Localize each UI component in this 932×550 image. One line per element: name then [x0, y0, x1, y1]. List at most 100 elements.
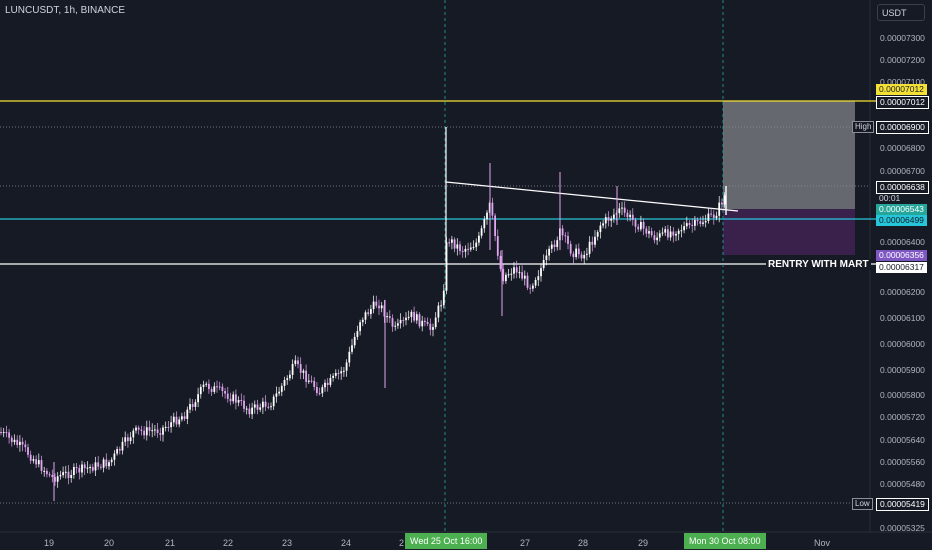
candle-body: [640, 221, 642, 230]
candle-body: [696, 220, 699, 222]
candle-body: [302, 370, 305, 373]
candle-body: [426, 321, 429, 324]
candle-body: [667, 229, 669, 238]
candle-body: [226, 393, 229, 399]
candle-body: [100, 466, 102, 468]
candle-body: [75, 467, 78, 469]
candle-body: [21, 441, 24, 445]
candle-body: [232, 394, 235, 402]
candle-body: [405, 317, 407, 321]
candle-body: [367, 312, 370, 314]
candle-body: [691, 224, 694, 226]
candle-body: [108, 462, 110, 467]
candle-body: [372, 301, 375, 310]
candle-body: [661, 232, 664, 234]
candle-body: [721, 202, 723, 205]
candle-body: [337, 373, 340, 374]
candle-body: [353, 336, 356, 346]
candle-body: [264, 401, 267, 407]
price-tick: 0.00006200: [880, 287, 925, 297]
candle-body: [27, 447, 29, 455]
candle-body: [394, 325, 397, 327]
candle-body: [67, 471, 70, 478]
candle-body: [413, 311, 415, 321]
candle-body: [62, 472, 64, 476]
candle-body: [575, 248, 577, 257]
candle-body: [664, 229, 667, 233]
candle-body: [580, 254, 583, 259]
candle-body: [453, 239, 456, 249]
candle-body: [529, 287, 532, 289]
candle-body: [186, 409, 189, 419]
candle-body: [629, 214, 631, 218]
candle-body: [577, 248, 580, 255]
symbol-title[interactable]: LUNCUSDT, 1h, BINANCE: [5, 5, 126, 16]
candle-body: [59, 475, 62, 477]
candle-body: [205, 383, 208, 385]
candle-body: [56, 476, 59, 482]
candle-body: [478, 235, 480, 243]
candle-body: [278, 391, 280, 394]
candle-body: [210, 389, 213, 392]
candle-body: [383, 305, 386, 317]
candle-body: [199, 386, 202, 395]
candle-body: [712, 214, 715, 218]
candle-body: [537, 276, 540, 281]
candle-body: [10, 437, 13, 443]
candle-body: [332, 375, 334, 378]
candle-body: [8, 432, 10, 438]
date-tick: 22: [223, 538, 234, 548]
candle-body: [380, 305, 383, 309]
price-tick: 0.00005900: [880, 365, 925, 375]
price-tick: 0.00005640: [880, 435, 925, 445]
candle-body: [129, 437, 132, 441]
candle-body: [305, 370, 307, 382]
reentry-annotation[interactable]: RENTRY WITH MART: [766, 259, 871, 270]
candle-body: [81, 464, 83, 473]
candle-body: [621, 207, 623, 209]
candle-body: [442, 290, 445, 306]
candle-body: [124, 437, 127, 442]
crosshair-date-right: Mon 30 Oct 08:00: [684, 533, 766, 549]
candle-body: [464, 248, 467, 252]
candle-body: [197, 394, 199, 403]
candle-body: [685, 223, 688, 227]
candle-body: [418, 314, 421, 327]
candle-body: [170, 422, 172, 428]
candle-body: [683, 226, 685, 231]
candle-body: [548, 248, 550, 256]
candle-body: [178, 419, 181, 425]
candle-body: [291, 363, 294, 375]
candle-body: [553, 244, 556, 247]
candle-body: [348, 351, 351, 363]
candle-body: [243, 400, 245, 409]
candle-body: [491, 202, 494, 216]
purple-zone-price-tag: 0.00006356: [876, 250, 927, 261]
candle-body: [702, 222, 704, 224]
candle-body: [505, 274, 507, 282]
candle-body: [110, 459, 113, 463]
candle-body: [588, 241, 591, 254]
currency-button[interactable]: USDT: [877, 4, 925, 21]
candle-body: [583, 254, 586, 259]
candle-body: [613, 214, 615, 219]
candle-body: [699, 221, 702, 224]
candle-body: [375, 301, 378, 306]
candle-body: [437, 305, 440, 318]
candle-body: [280, 385, 283, 392]
candle-body: [86, 467, 89, 469]
candle-body: [445, 242, 448, 291]
cyan-line-price-tag: 0.00006499: [876, 215, 927, 226]
yellow-line-price-tag-secondary: 0.00007012: [876, 96, 929, 109]
candle-body: [502, 268, 505, 282]
high-label: High: [852, 121, 875, 133]
candle-body: [510, 273, 513, 275]
candle-body: [32, 459, 35, 461]
candle-body: [675, 233, 677, 236]
candle-body: [469, 247, 472, 250]
candle-body: [494, 215, 496, 237]
candle-body: [159, 433, 162, 435]
yellow-line-price-tag: 0.00007012: [876, 84, 927, 95]
